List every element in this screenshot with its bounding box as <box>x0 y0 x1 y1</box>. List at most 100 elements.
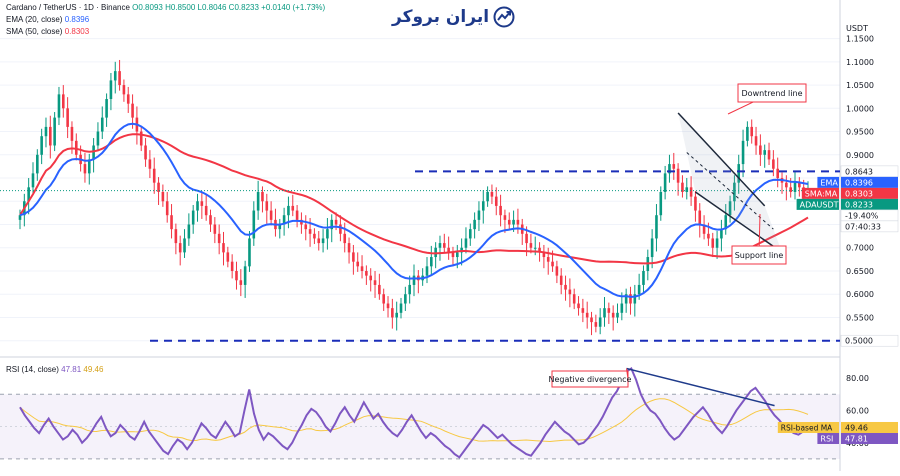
candle-body <box>269 210 273 220</box>
candle-body <box>564 284 567 290</box>
candle-body <box>490 191 494 197</box>
candle-body <box>408 284 411 295</box>
candle-body <box>261 191 264 202</box>
candle-body <box>793 182 797 192</box>
downtrend-line <box>677 112 766 207</box>
candle-body <box>36 154 39 174</box>
candle-body <box>473 219 476 230</box>
candle-body <box>776 168 779 179</box>
candle-body <box>304 224 308 230</box>
candle-body <box>538 247 541 253</box>
support-price-tag: 0.5000 <box>845 337 873 346</box>
candle-body <box>92 145 95 160</box>
price-tick-label: 1.0000 <box>846 104 874 113</box>
price-tick-label: 1.0500 <box>846 81 874 90</box>
candle-body <box>494 196 498 206</box>
candle-body <box>702 224 706 234</box>
candle-body <box>352 252 355 262</box>
rsi-legend-label: RSI (14, close) <box>6 365 59 374</box>
countdown-tag: 07:40:33 <box>845 222 881 231</box>
candle-body <box>711 238 715 248</box>
candle-body <box>728 201 732 216</box>
candle-body <box>404 294 407 304</box>
candle-body <box>148 159 152 169</box>
candle-body <box>183 238 186 253</box>
candle-body <box>131 103 134 118</box>
price-tick-label: 0.9500 <box>846 128 874 137</box>
support-price-tag-bg <box>840 334 899 347</box>
candle-body <box>235 270 238 281</box>
rsi-line <box>19 366 809 459</box>
sma-price-tag: 0.8303 <box>845 189 873 198</box>
candle-body <box>252 210 256 239</box>
candle-body <box>772 159 775 169</box>
candle-body <box>126 94 130 104</box>
candle-body <box>425 266 429 276</box>
ema-line <box>19 122 809 298</box>
candle-body <box>70 126 74 141</box>
candle-body <box>590 317 593 323</box>
price-tick-label: 0.6000 <box>846 290 874 299</box>
candle-body <box>694 196 697 211</box>
candle-body <box>57 94 61 118</box>
candle-body <box>170 215 173 230</box>
candle-body <box>611 312 615 318</box>
symbol-name: Cardano / TetherUS · 1D · Binance <box>6 3 130 12</box>
candle-body <box>443 243 446 248</box>
candle-body <box>204 205 208 216</box>
candle-body <box>555 266 559 276</box>
sma-tag-name: SMA:MA <box>805 189 838 198</box>
candle-body <box>750 126 754 137</box>
candle-body <box>754 136 758 146</box>
candle-body <box>248 238 251 267</box>
candle-body <box>603 308 606 318</box>
candle-body <box>741 140 745 165</box>
support-line <box>694 191 783 254</box>
candle-body <box>486 191 489 202</box>
support-callout-label: Support line <box>735 251 784 260</box>
price-tick-label: 0.9000 <box>846 151 874 160</box>
levels <box>0 170 840 342</box>
candle-body <box>96 131 100 146</box>
candle-body <box>642 270 645 285</box>
candle-body <box>152 168 156 183</box>
candle-body <box>105 99 108 118</box>
candle-body <box>209 215 212 225</box>
candle-body <box>585 312 589 318</box>
rsi-value-tag: 47.81 <box>845 434 868 443</box>
candle-body <box>577 303 580 309</box>
candle-body <box>144 145 147 160</box>
candle-body <box>187 224 191 239</box>
brand-logo: ایران بروکر <box>392 6 515 28</box>
sma-legend-label: SMA (50, close) <box>6 27 63 36</box>
candle-body <box>222 243 225 253</box>
symbol-tag-name: ADAUSDT <box>800 200 839 209</box>
price-tick-label: 0.5500 <box>846 313 874 322</box>
candle-body <box>308 229 312 234</box>
candle-body <box>343 233 347 244</box>
candle-body <box>559 275 563 285</box>
candle-body <box>594 322 598 327</box>
currency-label: USDT <box>846 24 868 33</box>
divergence-callout-pointer <box>626 368 629 380</box>
candle-body <box>356 261 360 267</box>
candle-body <box>191 210 195 225</box>
candle-body <box>386 303 390 309</box>
candle-body <box>447 247 450 253</box>
candle-body <box>529 243 533 248</box>
rsi-legend-value: 47.81 <box>61 365 82 374</box>
rsi-tick-label: 60.00 <box>846 406 869 415</box>
candle-body <box>161 191 165 202</box>
candle-body <box>798 182 801 188</box>
candle-body <box>87 159 91 174</box>
channel-midline <box>686 152 774 230</box>
candle-body <box>637 284 641 295</box>
candle-body <box>326 229 329 239</box>
candle-body <box>525 233 528 244</box>
candle-body <box>455 252 459 258</box>
candle-body <box>789 187 792 192</box>
candle-body <box>715 238 719 248</box>
